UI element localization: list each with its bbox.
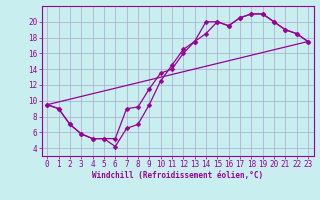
X-axis label: Windchill (Refroidissement éolien,°C): Windchill (Refroidissement éolien,°C) xyxy=(92,171,263,180)
